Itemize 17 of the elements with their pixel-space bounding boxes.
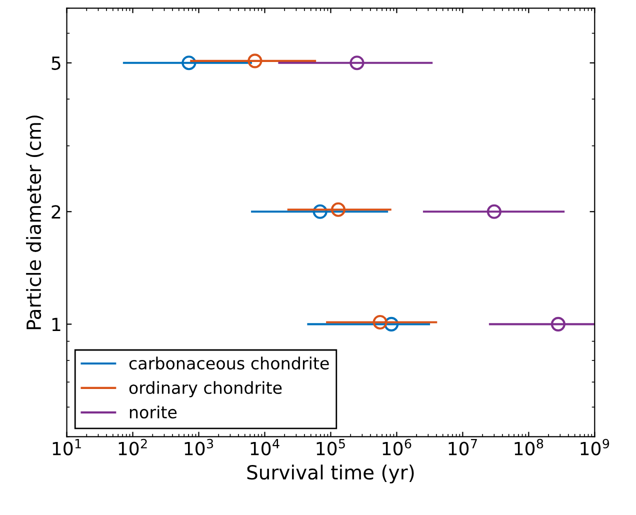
x-tick-label: 10$^{3}$ — [184, 438, 214, 456]
x-axis-title: Survival time (yr) — [247, 464, 414, 484]
x-tick-label: 10$^{7}$ — [448, 439, 477, 456]
y-axis-title: Particle diameter (cm) — [26, 116, 44, 330]
x-tick-label: 10$^{5}$ — [316, 439, 345, 456]
x-tick-label: 10$^{9}$ — [580, 438, 610, 456]
legend-label: norite — [130, 406, 177, 418]
legend-label: carbonaceous chondrite — [129, 356, 329, 370]
x-tick-label: 10$^{6}$ — [382, 438, 412, 456]
x-tick-label: 10$^{8}$ — [514, 438, 544, 456]
x-tick-label: 10$^{1}$ — [52, 439, 81, 456]
x-tick-label: 10$^{2}$ — [118, 438, 147, 456]
y-tick-label: 2 — [52, 205, 60, 218]
y-tick-label: 1 — [52, 318, 60, 332]
x-tick-label: 10$^{4}$ — [250, 439, 280, 456]
y-tick-label: 5 — [52, 56, 60, 70]
legend-label: ordinary chondrite — [129, 381, 282, 398]
